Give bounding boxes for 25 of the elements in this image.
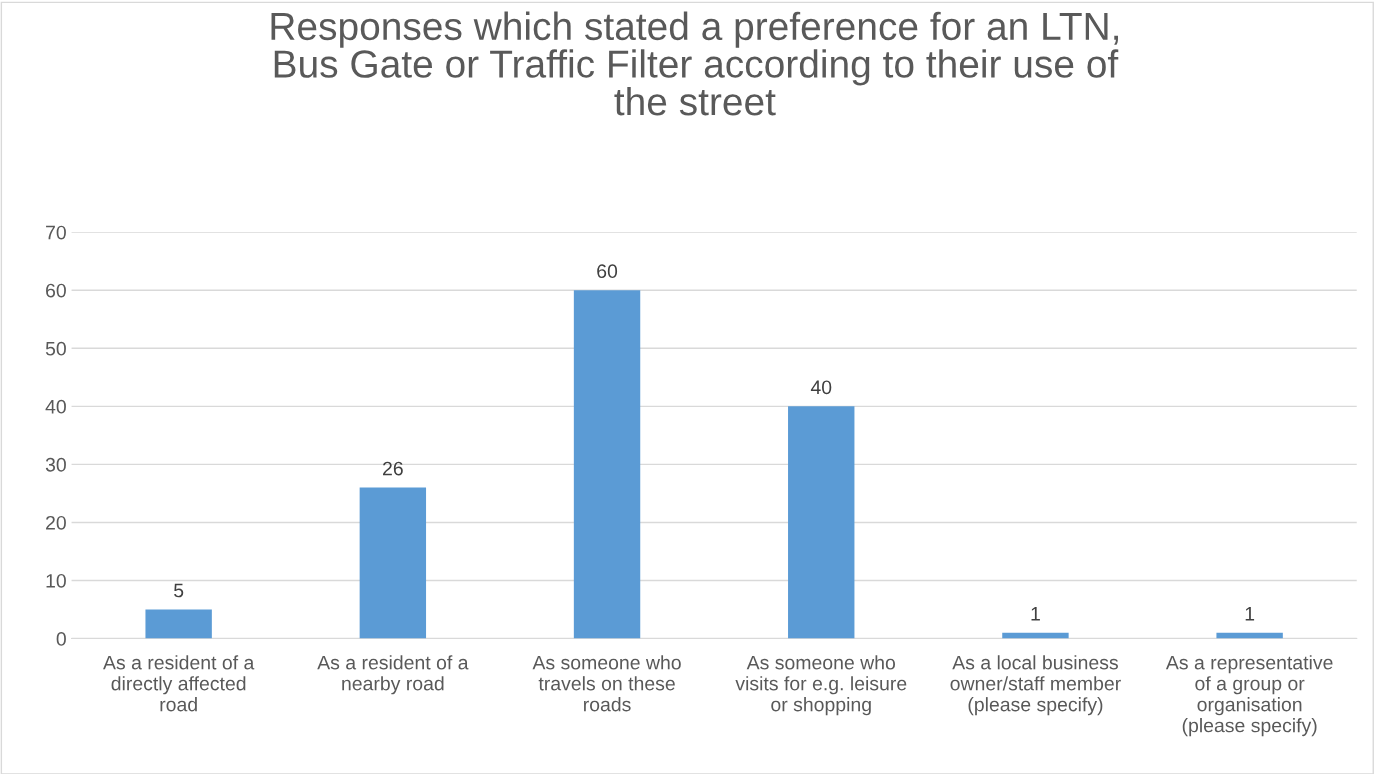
data-label: 5 <box>174 583 184 598</box>
x-tick-label: As a resident of a directly affected road <box>103 655 255 712</box>
x-tick-label: As someone who visits for e.g. leisure or shopping <box>735 655 907 716</box>
data-label: 26 <box>383 461 403 476</box>
y-tick-label: 70 <box>46 225 66 240</box>
bar <box>359 487 427 639</box>
y-tick-label: 30 <box>45 457 66 472</box>
data-label: 1 <box>1245 607 1255 621</box>
data-label: 40 <box>810 380 832 395</box>
bar <box>788 406 855 639</box>
x-tick-label: As someone who travels on these roads <box>532 655 681 712</box>
y-tick-label: 20 <box>46 515 66 530</box>
data-label: 60 <box>597 264 618 279</box>
y-tick-label: 50 <box>45 341 66 356</box>
x-tick-label: As a resident of a nearby road <box>317 655 469 695</box>
x-tick-label: As a representative of a group or organisation (please specify) <box>1165 655 1333 737</box>
data-label: 1 <box>1031 607 1040 621</box>
x-tick-label: As a local business owner/staff member (please specify) <box>950 655 1121 716</box>
y-tick-label: 0 <box>56 632 66 646</box>
y-tick-label: 60 <box>46 283 66 298</box>
bar <box>573 290 641 639</box>
bar <box>145 609 212 639</box>
y-tick-label: 40 <box>45 399 66 414</box>
y-tick-label: 10 <box>46 573 66 588</box>
chart-title: Responses which stated a preference for an LTN, Bus Gate or Traffic Filter according to their use of the street <box>271 11 1119 116</box>
